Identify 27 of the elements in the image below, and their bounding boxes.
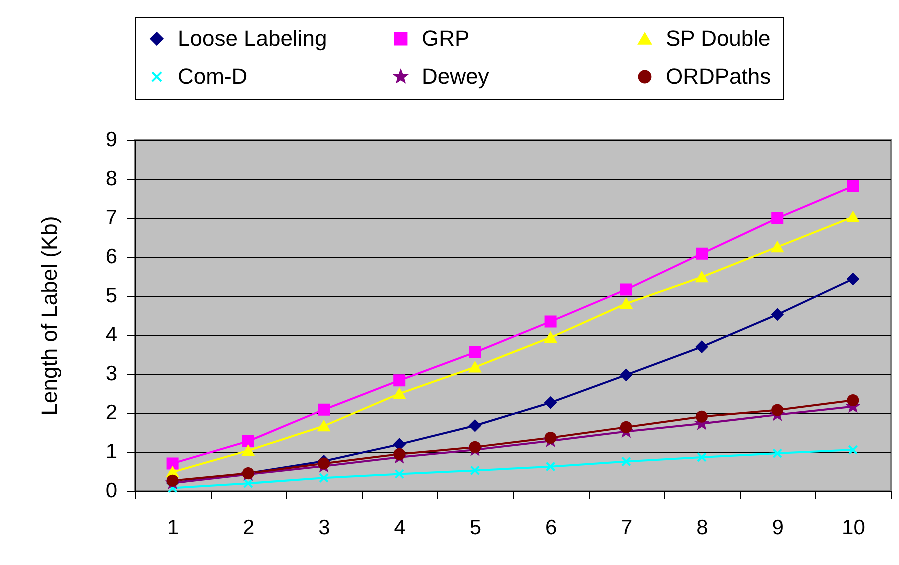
y-tick-label: 4 (106, 324, 118, 346)
y-axis-title: Length of Label (Kb) (36, 216, 62, 416)
legend-label: Com-D (178, 64, 248, 89)
legend-label: ORDPaths (666, 64, 772, 89)
y-tick-label: 0 (106, 480, 118, 502)
y-tick-label: 1 (106, 440, 118, 464)
y-tick-label: 2 (106, 402, 118, 424)
y-tick-label: 9 (106, 128, 118, 152)
x-tick-label: 10 (842, 516, 866, 540)
x-tick-label: 6 (545, 516, 558, 540)
x-tick-label: 3 (318, 516, 330, 540)
y-tick-label: 8 (106, 168, 118, 190)
x-tick-label: 1 (167, 516, 180, 540)
x-tick-label: 5 (470, 516, 482, 540)
legend-label: Loose Labeling (178, 26, 328, 51)
y-tick-label: 5 (106, 284, 118, 308)
legend-label: SP Double (666, 26, 771, 51)
x-tick-label: 8 (696, 516, 708, 540)
x-tick-label: 9 (772, 516, 784, 540)
legend-label: GRP (422, 26, 470, 51)
x-tick-label: 7 (621, 516, 633, 540)
y-tick-label: 3 (106, 362, 118, 386)
x-tick-label: 2 (243, 516, 255, 540)
y-tick-label: 7 (106, 206, 118, 230)
legend-label: Dewey (422, 64, 490, 89)
x-tick-label: 4 (394, 516, 406, 540)
y-tick-label: 6 (106, 246, 118, 268)
